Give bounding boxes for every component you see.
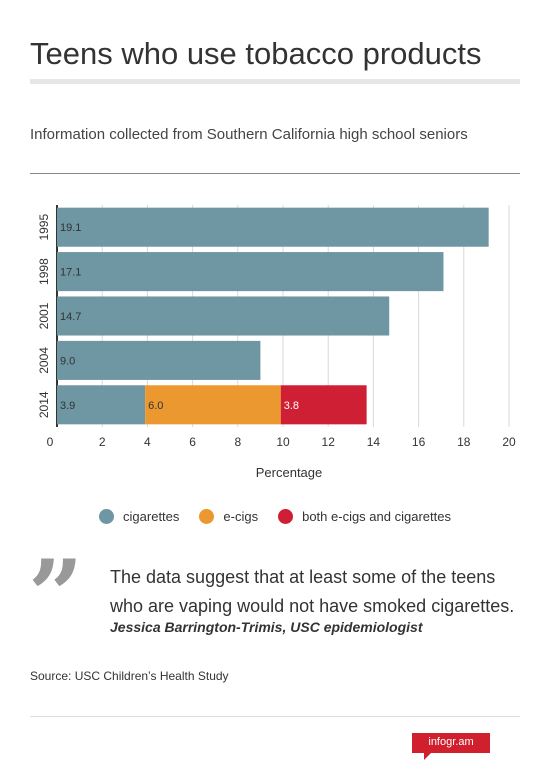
bar-segment [280,385,367,425]
chart-subtitle: Information collected from Southern Cali… [30,126,468,143]
quote-author: Jessica Barrington-Trimis, USC epidemiol… [110,619,423,635]
legend-item-cigarettes: cigarettes [99,509,179,524]
quote-mark-icon: ” [28,539,84,652]
x-tick-label: 18 [457,435,471,449]
chart-y-categories: 1995 1998 2001 2004 2014 [37,214,51,419]
x-tick-label: 12 [322,435,336,449]
x-tick-label: 2 [99,435,106,449]
bar-value-label: 19.1 [60,222,81,234]
legend-label-cigarettes: cigarettes [123,509,180,524]
x-tick-label: 10 [276,435,290,449]
x-tick-label: 6 [189,435,196,449]
bar-segment [57,252,444,292]
legend-swatch-both [278,509,294,524]
legend-swatch-cigarettes [99,509,115,524]
x-axis-label: Percentage [256,465,323,480]
x-tick-label: 0 [47,435,54,449]
brand-text: infogr.am [428,736,474,748]
footer-divider [30,716,520,717]
bar-segment [145,385,281,425]
legend-label-both: both e-cigs and cigarettes [302,509,451,524]
chart-legend: cigarettes e-cigs both e-cigs and cigare… [0,509,550,524]
quote-text: The data suggest that at least some of t… [110,567,515,616]
legend-label-e-cigs: e-cigs [223,509,259,524]
bar-value-label: 3.8 [284,400,299,412]
chart-bars [57,207,489,425]
y-category-label: 2014 [37,391,51,418]
bar-chart: 19.1 17.1 14.7 9.0 3.9 6.0 3.8 0 2 4 6 8 10 12 14 16 18… [37,205,516,480]
source-note: Source: USC Children’s Health Study [30,669,229,683]
bar-segment [57,340,261,380]
y-category-label: 2001 [37,302,51,329]
brand-flag-tail [424,752,432,760]
brand-flag [412,733,490,753]
bar-segment [57,207,489,247]
chart-x-ticks: 0 2 4 6 8 10 12 14 16 18 20 [47,435,516,449]
bar-value-label: 9.0 [60,355,75,367]
bar-value-label: 3.9 [60,400,75,412]
x-tick-label: 14 [367,435,381,449]
x-tick-label: 4 [144,435,151,449]
x-tick-label: 16 [412,435,426,449]
bar-value-label: 6.0 [148,400,163,412]
y-category-label: 1995 [37,214,51,241]
infogram-logo-link[interactable]: infogr.am [412,733,490,761]
chart-data-labels: 19.1 17.1 14.7 9.0 3.9 6.0 3.8 [60,222,299,412]
x-tick-label: 8 [234,435,241,449]
subtitle-divider [30,173,520,174]
bar-segment [57,296,390,336]
x-tick-label: 20 [502,435,516,449]
legend-swatch-e-cigs [199,509,215,524]
title-divider [30,79,520,84]
bar-value-label: 17.1 [60,267,81,279]
legend-item-e-cigs: e-cigs [199,509,258,524]
y-category-label: 1998 [37,258,51,285]
legend-item-both: both e-cigs and cigarettes [278,509,451,524]
chart-title: Teens who use tobacco products [30,36,482,71]
bar-segment [57,385,146,425]
y-category-label: 2004 [37,347,51,374]
bar-value-label: 14.7 [60,311,81,323]
